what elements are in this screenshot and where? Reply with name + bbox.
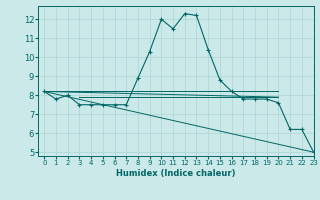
X-axis label: Humidex (Indice chaleur): Humidex (Indice chaleur): [116, 169, 236, 178]
